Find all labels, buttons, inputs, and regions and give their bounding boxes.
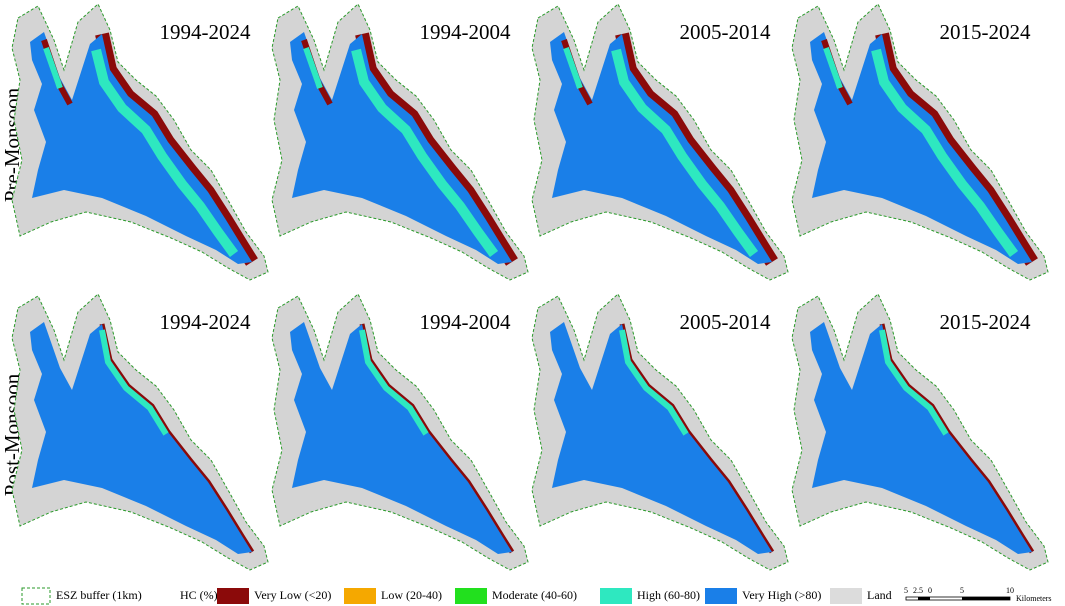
lake-map	[272, 4, 528, 280]
lake-map	[12, 4, 268, 280]
legend-label: ESZ buffer (1km)	[56, 588, 142, 602]
lake-map	[272, 294, 528, 570]
lake-map	[792, 294, 1048, 570]
legend-label: Low (20-40)	[381, 588, 442, 602]
panel-title: 1994-2024	[160, 20, 251, 44]
map-panel	[272, 4, 528, 280]
map-panel	[12, 294, 268, 570]
lake-map	[532, 294, 788, 570]
legend-swatch	[705, 588, 737, 604]
scale-bar	[918, 597, 930, 600]
panel-title: 1994-2004	[420, 310, 511, 334]
scale-unit: Kilometers	[1016, 594, 1052, 603]
panel-title: 1994-2004	[420, 20, 511, 44]
legend-swatch	[830, 588, 862, 604]
legend-label: Moderate (40-60)	[492, 588, 577, 602]
map-panel	[12, 4, 268, 280]
legend-swatch	[455, 588, 487, 604]
lake-map	[532, 4, 788, 280]
panel-title: 2005-2014	[680, 20, 771, 44]
scale-label: 5	[960, 586, 964, 595]
map-panel	[532, 294, 788, 570]
map-panel	[792, 4, 1048, 280]
legend-label: Land	[867, 588, 892, 602]
panel-title: 2015-2024	[940, 20, 1031, 44]
legend-label: High (60-80)	[637, 588, 700, 602]
scale-label: 5	[904, 586, 908, 595]
buffer-swatch	[21, 587, 51, 605]
map-panel	[532, 4, 788, 280]
map-panel	[272, 294, 528, 570]
legend-swatch	[344, 588, 376, 604]
scale-label: 10	[1006, 586, 1014, 595]
panel-title: 1994-2024	[160, 310, 251, 334]
lake-map	[792, 4, 1048, 280]
legend-label: Very Low (<20)	[254, 588, 331, 602]
panel-title: 2015-2024	[940, 310, 1031, 334]
legend-swatch	[600, 588, 632, 604]
panel-title: 2005-2014	[680, 310, 771, 334]
scale-label: 2.5	[913, 586, 923, 595]
legend-swatch	[217, 588, 249, 604]
legend-heading: HC (%)	[180, 588, 218, 602]
lake-map	[12, 294, 268, 570]
scale-label: 0	[928, 586, 932, 595]
map-panel	[792, 294, 1048, 570]
scale-bar	[962, 597, 1010, 600]
legend-label: Very High (>80)	[742, 588, 821, 602]
